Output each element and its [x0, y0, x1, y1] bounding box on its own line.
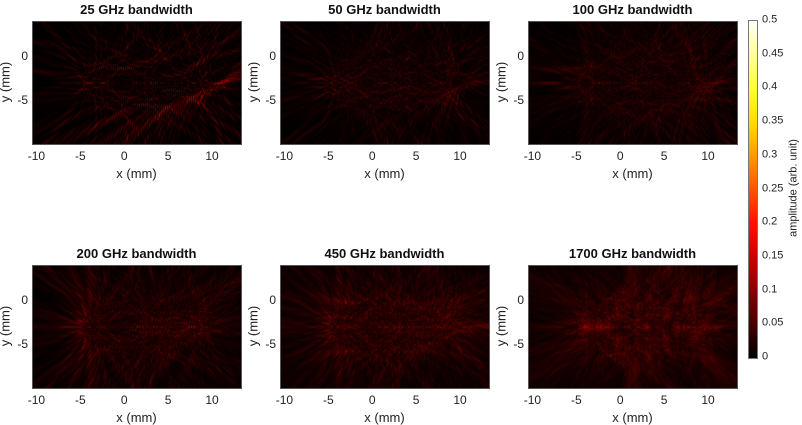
x-tick-label: 5 — [660, 393, 668, 407]
x-tick-label: -10 — [523, 393, 542, 407]
y-tick-label: 0 — [269, 49, 276, 64]
x-tick-label: -10 — [27, 149, 46, 163]
x-tick-label: -10 — [27, 393, 46, 407]
x-tick-label: 0 — [616, 393, 624, 407]
x-tick-label: 0 — [120, 149, 128, 163]
heatmap-image — [32, 21, 241, 144]
y-tick-label: -5 — [17, 337, 28, 352]
panel-title: 25 GHz bandwidth — [80, 2, 193, 17]
heatmap-image — [528, 265, 737, 388]
heatmap-panel: 450 GHz bandwidth x (mm) y (mm) -10 -5 0 5 10… — [246, 246, 490, 425]
x-tick-label: 0 — [368, 149, 376, 163]
x-axis-label: x (mm) — [116, 166, 157, 181]
x-tick-label: -5 — [74, 149, 86, 163]
colorbar-tick-label: 0.25 — [762, 182, 784, 194]
heatmap-panel: 200 GHz bandwidth x (mm) y (mm) -10 -5 0 5 10… — [0, 246, 242, 425]
panel-title: 1700 GHz bandwidth — [568, 246, 697, 261]
colorbar-tick-label: 0.3 — [762, 148, 778, 161]
x-tick-label: 5 — [164, 393, 172, 407]
colorbar-tick-label: 0.2 — [762, 215, 778, 228]
heatmap-panel: 25 GHz bandwidth x (mm) y (mm) -10 -5 0 5 10 0… — [0, 2, 242, 181]
panel-title: 50 GHz bandwidth — [328, 2, 441, 17]
x-tick-label: 0 — [368, 393, 376, 407]
y-axis-label: y (mm) — [493, 61, 509, 103]
colorbar-tick-label: 0.15 — [762, 249, 784, 262]
x-tick-label: -5 — [74, 393, 86, 407]
heatmap-panel: 100 GHz bandwidth x (mm) y (mm) -10 -5 0 5 10… — [494, 2, 738, 181]
y-tick-label: -5 — [513, 337, 524, 352]
x-tick-label: 0 — [120, 393, 128, 407]
y-tick-label: -5 — [17, 93, 28, 108]
y-axis-label: y (mm) — [0, 305, 13, 346]
heatmap-image — [280, 21, 489, 144]
y-axis-label: y (mm) — [0, 61, 13, 102]
y-tick-label: -5 — [265, 93, 276, 108]
heatmap-image — [280, 265, 489, 388]
x-axis-label: x (mm) — [612, 166, 653, 181]
x-tick-label: 0 — [616, 149, 624, 163]
x-tick-label: -5 — [570, 393, 582, 407]
colorbar-tick-label: 0.45 — [762, 47, 784, 60]
heatmap-image — [528, 21, 737, 144]
x-tick-label: -10 — [523, 149, 542, 163]
heatmap-image — [32, 265, 241, 388]
y-tick-label: 0 — [517, 293, 524, 308]
y-tick-label: 0 — [21, 293, 28, 308]
y-tick-label: 0 — [21, 49, 28, 64]
colorbar-label: amplitude (arb. unit) — [787, 139, 800, 237]
x-tick-label: 5 — [164, 149, 172, 163]
colorbar-tick-label: 0.35 — [762, 114, 784, 127]
x-tick-label: 10 — [205, 149, 219, 163]
y-tick-label: 0 — [269, 293, 276, 308]
x-tick-label: 10 — [453, 149, 467, 163]
y-axis-label: y (mm) — [245, 61, 261, 103]
x-tick-label: -10 — [275, 393, 294, 407]
panel-title: 200 GHz bandwidth — [76, 246, 197, 261]
x-tick-label: 5 — [660, 149, 668, 163]
x-tick-label: 5 — [412, 393, 420, 407]
y-tick-label: -5 — [513, 93, 524, 108]
x-tick-label: -10 — [275, 149, 294, 163]
x-tick-label: -5 — [322, 149, 334, 163]
colorbar-tick-label: 0.4 — [762, 80, 778, 93]
x-tick-label: 10 — [205, 393, 219, 407]
x-tick-label: 10 — [701, 149, 715, 163]
heatmap-panel: 50 GHz bandwidth x (mm) y (mm) -10 -5 0 5 10 0… — [246, 2, 490, 181]
x-tick-label: 10 — [701, 393, 715, 407]
x-tick-label: -5 — [322, 393, 334, 407]
y-tick-label: 0 — [517, 49, 524, 64]
panel-title: 100 GHz bandwidth — [572, 2, 693, 17]
x-axis-label: x (mm) — [364, 166, 405, 181]
colorbar — [748, 20, 758, 359]
x-tick-label: -5 — [570, 149, 582, 163]
x-axis-label: x (mm) — [612, 410, 653, 425]
x-axis-label: x (mm) — [116, 410, 157, 425]
x-tick-label: 10 — [453, 393, 467, 407]
x-axis-label: x (mm) — [364, 410, 405, 425]
y-axis-label: y (mm) — [245, 305, 261, 347]
colorbar-tick-label: 0.5 — [762, 13, 778, 26]
colorbar-tick-label: 0.1 — [762, 283, 778, 296]
colorbar-tick-label: 0 — [762, 350, 769, 363]
panel-title: 450 GHz bandwidth — [324, 246, 445, 261]
colorbar-tick-label: 0.05 — [762, 316, 784, 329]
heatmap-panel: 1700 GHz bandwidth x (mm) y (mm) -10 -5 0 5 1… — [494, 246, 738, 425]
y-axis-label: y (mm) — [493, 305, 509, 347]
y-tick-label: -5 — [265, 337, 276, 352]
x-tick-label: 5 — [412, 149, 420, 163]
